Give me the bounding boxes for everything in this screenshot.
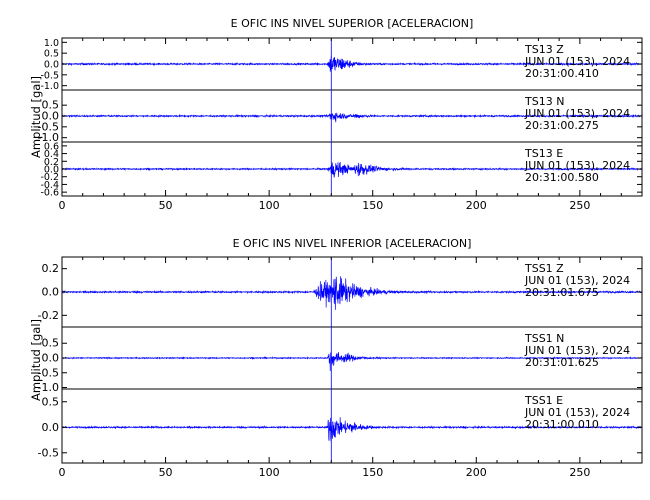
date-label: JUN 01 (153), 2024: [524, 55, 630, 68]
y-axis-label: Amplitud [gal]: [29, 319, 43, 401]
x-tick-label: 200: [466, 466, 487, 479]
y-tick-label: 0.2: [44, 157, 59, 168]
y-tick-label: -1.0: [40, 81, 59, 92]
time-label: 20:31:00.410: [525, 67, 599, 80]
y-tick-label: -0.2: [40, 172, 59, 183]
waveform-trace: [61, 417, 643, 442]
x-tick-label: 100: [259, 466, 280, 479]
time-label: 20:31:00.275: [525, 119, 599, 132]
chart-title: E OFIC INS NIVEL INFERIOR [ACELERACION]: [233, 237, 472, 250]
y-tick-label: -0.5: [38, 446, 59, 459]
x-tick-label: 250: [569, 199, 590, 212]
waveform-trace: [61, 55, 643, 72]
x-tick-label: 50: [159, 466, 173, 479]
waveform-trace: [61, 112, 643, 123]
x-tick-label: 0: [59, 199, 66, 212]
date-label: JUN 01 (153), 2024: [524, 344, 630, 357]
date-label: JUN 01 (153), 2024: [524, 274, 630, 287]
y-tick-label: 0.5: [42, 337, 60, 350]
station-label: TS13 Z: [524, 43, 564, 56]
station-label: TSS1 N: [524, 332, 564, 345]
x-tick-label: 0: [59, 466, 66, 479]
x-tick-label: 200: [466, 199, 487, 212]
station-label: TSS1 Z: [524, 262, 564, 275]
x-tick-label: 50: [159, 199, 173, 212]
x-tick-label: 150: [362, 466, 383, 479]
y-tick-label: 0.0: [44, 60, 59, 71]
y-tick-label: 0.0: [42, 286, 60, 299]
time-label: 20:31:01.625: [525, 356, 599, 369]
y-tick-label: -0.5: [38, 120, 59, 133]
y-tick-label: 0.2: [42, 262, 60, 275]
y-tick-label: 0.5: [42, 99, 60, 112]
time-label: 20:31:00.580: [525, 171, 599, 184]
y-tick-label: 0.0: [42, 352, 60, 365]
y-tick-label: -0.5: [38, 366, 59, 379]
y-tick-label: 1.0: [44, 38, 59, 49]
x-tick-label: 100: [259, 199, 280, 212]
x-tick-label: 150: [362, 199, 383, 212]
y-tick-label: -0.2: [38, 309, 59, 322]
y-tick-label: 0.0: [42, 110, 60, 123]
y-tick-label: 0.5: [44, 49, 59, 60]
station-label: TS13 E: [524, 147, 563, 160]
y-tick-label: 0.5: [42, 395, 60, 408]
y-tick-label: 0.0: [44, 165, 59, 176]
waveform-trace: [61, 276, 643, 310]
y-tick-label: 0.0: [42, 421, 60, 434]
y-tick-label: -0.4: [40, 180, 59, 191]
y-tick-label: -0.6: [40, 188, 59, 199]
x-tick-label: 250: [569, 466, 590, 479]
station-label: TSS1 E: [524, 394, 563, 407]
chart-2: E OFIC INS NIVEL INFERIOR [ACELERACION] 0…: [29, 237, 643, 479]
y-tick-label: 0.6: [44, 141, 59, 152]
y-tick-label: -1.0: [38, 381, 59, 394]
y-tick-label: 0.4: [44, 149, 59, 160]
date-label: JUN 01 (153), 2024: [524, 159, 630, 172]
time-label: 20:31:01.675: [525, 286, 599, 299]
chart-1: E OFIC INS NIVEL SUPERIOR [ACELERACION] 1…: [29, 17, 643, 212]
waveform-trace: [61, 352, 643, 372]
y-axis-label: Amplitud [gal]: [29, 76, 43, 158]
time-label: 20:31:00.010: [525, 418, 599, 431]
y-tick-label: -1.0: [38, 131, 59, 144]
date-label: JUN 01 (153), 2024: [524, 406, 630, 419]
chart-title: E OFIC INS NIVEL SUPERIOR [ACELERACION]: [231, 17, 474, 30]
y-tick-label: -0.5: [40, 70, 59, 81]
station-label: TS13 N: [524, 95, 564, 108]
date-label: JUN 01 (153), 2024: [524, 107, 630, 120]
waveform-trace: [61, 161, 643, 178]
